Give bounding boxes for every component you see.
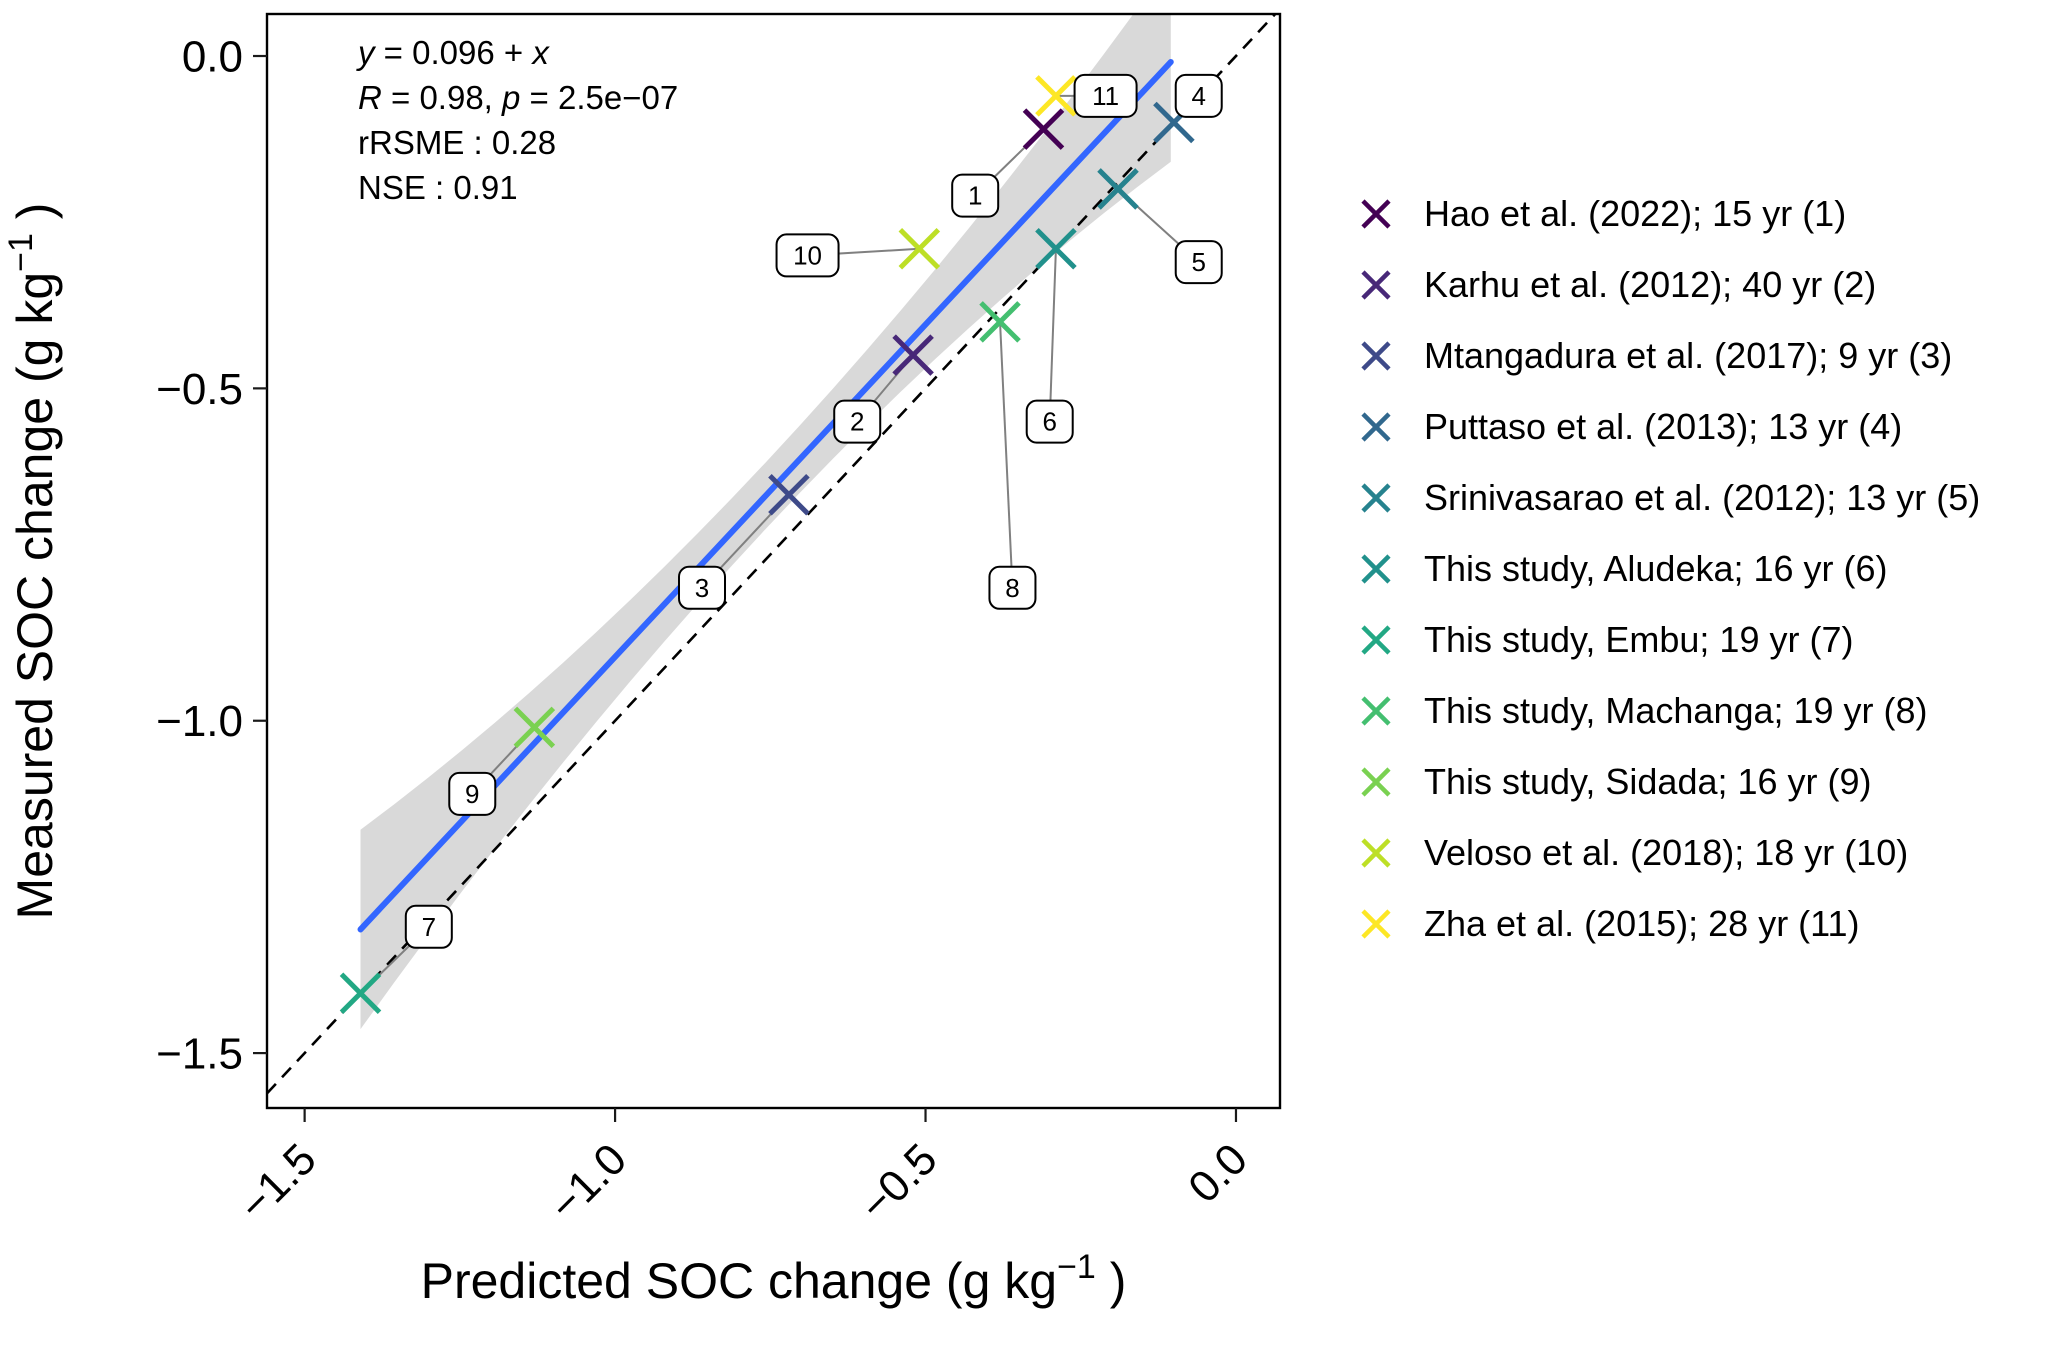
equation-body: = 0.096 + (374, 34, 533, 71)
point-label-5: 5 (1174, 240, 1223, 285)
svg-text:2: 2 (850, 407, 864, 437)
panel-border (265, 12, 1282, 1110)
point-label-6: 6 (1025, 399, 1074, 444)
x-tick-label: −1.5 (230, 1134, 326, 1230)
legend-label: Srinivasarao et al. (2012); 13 yr (5) (1424, 477, 1981, 518)
legend-item-6: This study, Aludeka; 16 yr (6) (1358, 545, 1980, 593)
legend-x-marker (1361, 625, 1391, 655)
label-leader-8 (999, 321, 1014, 588)
legend-item-7: This study, Embu; 19 yr (7) (1358, 616, 1980, 664)
legend-item-3: Mtangadura et al. (2017); 9 yr (3) (1358, 332, 1980, 380)
legend-item-11: Zha et al. (2015); 28 yr (11) (1358, 900, 1980, 948)
p-var: p (502, 79, 521, 116)
point-label-11: 11 (1073, 73, 1138, 118)
stats-annotation: y = 0.096 + x R = 0.98, p = 2.5e−07 rRSM… (358, 30, 678, 210)
legend-label: Zha et al. (2015); 28 yr (11) (1424, 903, 1860, 944)
point-label-3: 3 (678, 565, 727, 610)
svg-text:11: 11 (1092, 81, 1119, 111)
equation-x-var: x (532, 34, 549, 71)
y-tick-label: −0.5 (156, 365, 243, 414)
legend-x-marker (1361, 554, 1391, 584)
correlation-stats: R = 0.98, p = 2.5e−07 (358, 75, 678, 120)
data-point-8 (979, 301, 1021, 343)
legend-x-marker (1361, 909, 1391, 939)
data-point-7 (339, 972, 382, 1015)
point-label-9: 9 (448, 771, 497, 816)
svg-text:3: 3 (695, 573, 709, 603)
data-point-11 (1035, 75, 1077, 117)
legend-item-10: Veloso et al. (2018); 18 yr (10) (1358, 829, 1980, 877)
point-number-labels: 1 2 3 4 5 6 7 8 9 10 11 (404, 73, 1223, 949)
data-point-6 (1035, 228, 1077, 270)
legend-x-marker (1361, 270, 1391, 300)
point-label-4: 4 (1174, 73, 1223, 118)
svg-text:10: 10 (793, 241, 822, 271)
equation-y-var: y (358, 34, 375, 71)
confidence-band (360, 14, 1171, 1030)
legend-label: This study, Embu; 19 yr (7) (1424, 619, 1854, 660)
x-axis-title: Predicted SOC change (g kg−1 ) (421, 1248, 1127, 1309)
point-label-7: 7 (404, 904, 453, 949)
legend-item-2: Karhu et al. (2012); 40 yr (2) (1358, 261, 1980, 309)
legend-label: This study, Aludeka; 16 yr (6) (1424, 548, 1888, 589)
legend-x-marker (1361, 341, 1391, 371)
point-label-2: 2 (833, 399, 882, 444)
x-tick-label: 0.0 (1179, 1134, 1257, 1212)
point-label-1: 1 (951, 173, 1000, 218)
y-axis: 0.0 −0.5 −1.0 −1.5 (156, 32, 267, 1078)
legend-item-4: Puttaso et al. (2013); 13 yr (4) (1358, 403, 1980, 451)
legend-label: This study, Machanga; 19 yr (8) (1424, 690, 1928, 731)
legend-label: Hao et al. (2022); 15 yr (1) (1424, 193, 1847, 234)
rrsme-stat: rRSME : 0.28 (358, 124, 557, 161)
legend-label: Karhu et al. (2012); 40 yr (2) (1424, 264, 1877, 305)
legend-x-marker (1361, 483, 1391, 513)
label-leader-6 (1048, 248, 1057, 422)
legend-label: This study, Sidada; 16 yr (9) (1424, 761, 1872, 802)
legend-item-1: Hao et al. (2022); 15 yr (1) (1358, 190, 1980, 238)
legend-x-marker (1361, 838, 1391, 868)
svg-text:8: 8 (1005, 573, 1019, 603)
data-point-2 (892, 334, 934, 376)
r-var: R (358, 79, 382, 116)
scatter-plot-canvas: −1.5 −1.0 −0.5 0.0 0.0 −0.5 −1.0 −1.5 Predicted … (2, 12, 1282, 1309)
svg-text:7: 7 (422, 912, 436, 942)
r-value: = 0.98, (381, 79, 503, 116)
legend-x-marker (1361, 412, 1391, 442)
y-tick-label: −1.5 (156, 1029, 243, 1078)
y-tick-label: 0.0 (182, 32, 243, 81)
legend-label: Veloso et al. (2018); 18 yr (10) (1424, 832, 1909, 873)
svg-text:5: 5 (1191, 247, 1205, 277)
data-point-9 (513, 706, 556, 749)
data-point-5 (1097, 168, 1139, 210)
legend-item-5: Srinivasarao et al. (2012); 13 yr (5) (1358, 474, 1980, 522)
data-point-1 (1022, 108, 1065, 150)
data-point-10 (898, 228, 941, 270)
data-point-3 (768, 473, 810, 516)
y-tick-label: −1.0 (156, 697, 243, 746)
p-value: = 2.5e−07 (520, 79, 679, 116)
legend-item-8: This study, Machanga; 19 yr (8) (1358, 687, 1980, 735)
point-label-8: 8 (988, 565, 1037, 610)
legend-x-marker (1361, 199, 1391, 229)
svg-text:6: 6 (1042, 407, 1056, 437)
svg-text:9: 9 (465, 779, 479, 809)
regression-equation: y = 0.096 + x (358, 30, 678, 75)
data-points (339, 75, 1195, 1015)
point-label-10: 10 (775, 233, 840, 278)
x-tick-label: −1.0 (540, 1134, 636, 1230)
svg-text:4: 4 (1191, 81, 1205, 111)
svg-text:1: 1 (968, 181, 982, 211)
x-tick-label: −0.5 (851, 1134, 947, 1230)
nse-stat: NSE : 0.91 (358, 169, 518, 206)
legend-label: Puttaso et al. (2013); 13 yr (4) (1424, 406, 1903, 447)
legend-label: Mtangadura et al. (2017); 9 yr (3) (1424, 335, 1953, 376)
x-axis: −1.5 −1.0 −0.5 0.0 (230, 1108, 1257, 1231)
legend-x-marker (1361, 767, 1391, 797)
y-axis-title: Measured SOC change (g kg−1 ) (2, 203, 63, 920)
legend-item-9: This study, Sidada; 16 yr (9) (1358, 758, 1980, 806)
legend-x-marker (1361, 696, 1391, 726)
legend: Hao et al. (2022); 15 yr (1) Karhu et al.… (1358, 190, 1980, 971)
